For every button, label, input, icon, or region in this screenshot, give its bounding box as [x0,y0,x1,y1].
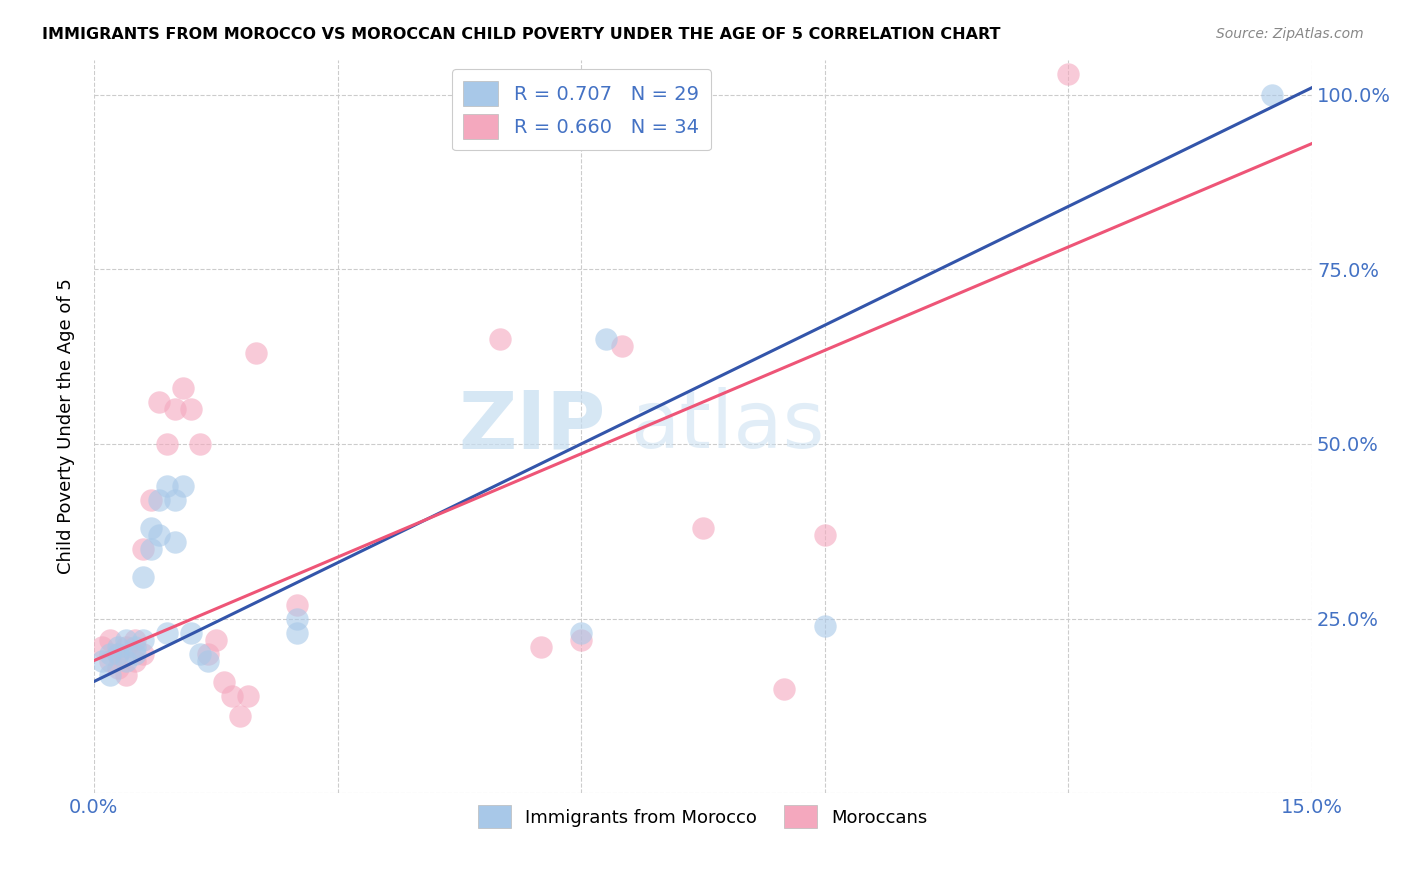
Point [98,654,121,668]
Point [131,570,153,584]
Point [98,667,121,681]
Text: ZIP: ZIP [458,387,606,466]
Point [595,332,617,346]
Point [180,625,202,640]
Point [124,647,146,661]
Point [569,632,592,647]
Point [204,632,226,647]
Text: Source: ZipAtlas.com: Source: ZipAtlas.com [1216,27,1364,41]
Legend: Immigrants from Morocco, Moroccans: Immigrants from Morocco, Moroccans [471,798,935,836]
Point [124,632,146,647]
Point [212,674,235,689]
Point [610,339,633,353]
Point [1260,87,1282,102]
Point [139,492,162,507]
Point [91,654,114,668]
Point [131,541,153,556]
Point [489,332,512,346]
Point [245,346,267,360]
Point [91,640,114,654]
Point [238,689,260,703]
Point [221,689,243,703]
Point [156,479,179,493]
Point [165,402,187,417]
Point [285,612,308,626]
Point [148,528,170,542]
Point [107,647,129,661]
Point [98,632,121,647]
Point [285,598,308,612]
Point [115,667,138,681]
Point [124,654,146,668]
Point [156,437,179,451]
Text: IMMIGRANTS FROM MOROCCO VS MOROCCAN CHILD POVERTY UNDER THE AGE OF 5 CORRELATION: IMMIGRANTS FROM MOROCCO VS MOROCCAN CHIL… [42,27,1001,42]
Point [107,640,129,654]
Point [148,492,170,507]
Point [172,479,194,493]
Point [165,492,187,507]
Point [139,541,162,556]
Point [98,647,121,661]
Point [131,632,153,647]
Point [180,402,202,417]
Point [569,625,592,640]
Point [285,625,308,640]
Y-axis label: Child Poverty Under the Age of 5: Child Poverty Under the Age of 5 [58,278,75,574]
Point [814,528,837,542]
Point [148,395,170,409]
Point [814,618,837,632]
Point [197,654,219,668]
Point [107,647,129,661]
Point [115,654,138,668]
Point [115,632,138,647]
Point [139,521,162,535]
Point [197,647,219,661]
Point [165,534,187,549]
Point [229,709,252,723]
Point [529,640,551,654]
Point [172,381,194,395]
Point [692,521,714,535]
Point [188,647,211,661]
Point [115,640,138,654]
Point [131,647,153,661]
Point [156,625,179,640]
Point [124,640,146,654]
Point [1057,66,1080,80]
Point [773,681,796,696]
Point [188,437,211,451]
Point [107,660,129,674]
Text: atlas: atlas [630,387,824,466]
